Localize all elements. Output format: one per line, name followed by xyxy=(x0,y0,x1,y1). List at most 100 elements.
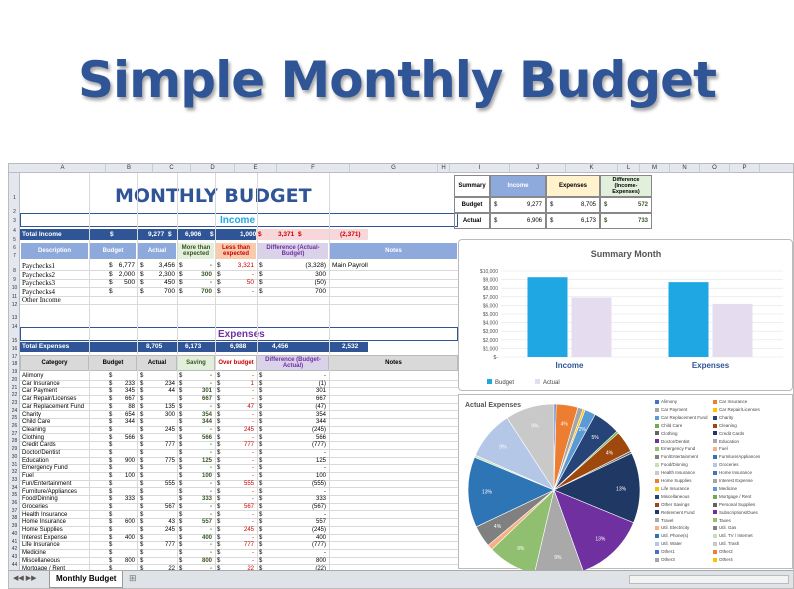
dollar-sign: $ xyxy=(109,450,113,456)
row-header[interactable]: 14 xyxy=(11,324,18,330)
row-header[interactable]: 19 xyxy=(11,369,18,376)
row-header[interactable]: 21 xyxy=(11,384,18,391)
row-header[interactable]: 9 xyxy=(13,276,16,283)
row-header[interactable]: 26 xyxy=(11,423,18,429)
row-header[interactable]: 22 xyxy=(11,392,18,399)
column-header[interactable]: F xyxy=(277,164,350,173)
column-header[interactable]: P xyxy=(730,164,760,173)
income-budget: 2,000 xyxy=(118,270,135,278)
row-header[interactable]: 3 xyxy=(13,218,16,224)
row-header[interactable]: 11 xyxy=(11,293,18,300)
column-header[interactable]: G xyxy=(350,164,438,173)
dollar-sign: $ xyxy=(259,434,263,441)
row-header[interactable]: 8 xyxy=(13,268,16,274)
row-header[interactable]: 24 xyxy=(11,407,18,414)
row-header[interactable]: 29 xyxy=(11,446,18,453)
legend-swatch xyxy=(655,447,659,452)
column-header[interactable]: I xyxy=(450,164,510,173)
row-header[interactable]: 18 xyxy=(11,361,18,368)
dollar-sign: $ xyxy=(217,411,221,418)
row-headers: 1 2 3 4 5 6 7 8 9 10 11 12 13 14 15 16 17 18 19 20 21 22 23 24 2… xyxy=(9,173,20,570)
row-header[interactable]: 23 xyxy=(11,399,18,406)
dollar-sign: $ xyxy=(140,279,144,286)
column-header[interactable]: H xyxy=(438,164,450,173)
row-header[interactable]: 35 xyxy=(11,492,18,499)
expense-saving: 800 xyxy=(201,557,212,564)
row-header[interactable]: 31 xyxy=(11,461,18,468)
row-header[interactable]: 13 xyxy=(11,315,18,321)
column-header[interactable]: M xyxy=(640,164,670,173)
column-header[interactable]: E xyxy=(235,164,277,173)
dollar-sign: $ xyxy=(179,465,183,472)
row-header[interactable]: 1 xyxy=(13,195,16,201)
row-header[interactable]: 15 xyxy=(11,338,18,344)
expense-category: Credit Cards xyxy=(22,442,56,449)
row-header[interactable]: 7 xyxy=(13,253,16,259)
row-header[interactable]: 27 xyxy=(11,430,18,437)
legend-label: Emergency Fund xyxy=(661,446,696,452)
row-header[interactable]: 5 xyxy=(13,237,16,243)
column-header[interactable]: A xyxy=(20,164,106,173)
summary-actual-diff-cell: $733 xyxy=(600,213,652,229)
legend-swatch xyxy=(713,463,717,467)
row-header[interactable]: 25 xyxy=(11,415,18,422)
column-header[interactable]: O xyxy=(700,164,730,173)
row-header[interactable]: 43 xyxy=(11,553,18,560)
row-gridline xyxy=(20,387,458,389)
row-header[interactable]: 28 xyxy=(11,438,18,445)
row-header[interactable]: 2 xyxy=(13,209,16,215)
summary-budget-expenses-cell: $8,705 xyxy=(546,197,600,213)
row-header[interactable]: 34 xyxy=(11,484,18,491)
summary-budget-income: 9,277 xyxy=(526,202,542,208)
expense-category: Mortgage / Rent xyxy=(22,565,66,571)
expense-diff: 125 xyxy=(315,457,326,464)
pie-slice xyxy=(506,403,555,492)
row-header[interactable]: 40 xyxy=(11,530,18,537)
row-header[interactable]: 42 xyxy=(11,546,18,553)
pie-legend-item: Life Insurance xyxy=(655,486,689,491)
row-header[interactable]: 4 xyxy=(13,228,16,234)
actual-expenses-chart[interactable]: Actual Expenses 4% 2% 5% 4% 13% 13% 9% 9% 4% 13% 9%… xyxy=(458,394,793,577)
row-header[interactable]: 12 xyxy=(11,302,18,308)
row-header[interactable]: 44 xyxy=(11,561,18,568)
summary-budget-label: Budget xyxy=(454,197,490,213)
row-header[interactable]: 39 xyxy=(11,523,18,530)
column-header[interactable]: J xyxy=(510,164,566,173)
column-header[interactable]: L xyxy=(618,164,640,173)
row-header[interactable]: 37 xyxy=(11,507,18,514)
pie-legend-item: Util. Water xyxy=(655,541,682,546)
expense-saving: 400 xyxy=(201,534,212,541)
income-less: 50 xyxy=(246,279,254,286)
dollar-sign: $ xyxy=(140,527,144,533)
row-header[interactable]: 17 xyxy=(11,353,18,360)
row-header[interactable]: 30 xyxy=(11,453,18,460)
dollar-sign: $ xyxy=(217,480,221,487)
column-header[interactable]: N xyxy=(670,164,700,173)
row-header[interactable]: 10 xyxy=(11,285,18,291)
legend-label: Alimony xyxy=(661,399,678,404)
new-sheet-icon[interactable]: ⊞ xyxy=(129,573,137,583)
tab-nav-arrows-icon[interactable]: ◀◀ ▶▶ xyxy=(13,575,37,582)
pie-legend-item: Education xyxy=(713,439,739,444)
sheet-tab-monthly-budget[interactable]: Monthly Budget xyxy=(49,571,124,588)
expenses-section-title: Expenses xyxy=(218,329,265,340)
row-header[interactable]: 20 xyxy=(11,376,18,383)
income-diff: (3,328) xyxy=(305,262,326,269)
row-header[interactable]: 38 xyxy=(11,515,18,522)
bar-y-tick-label: $- xyxy=(494,355,499,361)
expense-actual: 234 xyxy=(164,380,175,387)
row-header[interactable]: 6 xyxy=(13,245,16,251)
row-header[interactable]: 36 xyxy=(11,500,18,506)
column-header[interactable]: C xyxy=(153,164,191,173)
column-header[interactable]: K xyxy=(566,164,618,173)
horizontal-scrollbar[interactable] xyxy=(629,575,789,584)
dollar-sign: $ xyxy=(109,565,113,571)
row-header[interactable]: 41 xyxy=(11,538,18,545)
row-header[interactable]: 16 xyxy=(11,346,18,352)
column-header[interactable]: D xyxy=(191,164,235,173)
row-header[interactable]: 32 xyxy=(11,469,18,476)
column-header[interactable]: B xyxy=(106,164,153,173)
summary-month-chart[interactable]: Summary Month $- $1,000 $2,000 $3,000 $4,000 $… xyxy=(458,239,793,391)
row-header[interactable]: 33 xyxy=(11,476,18,483)
legend-swatch xyxy=(713,494,717,499)
